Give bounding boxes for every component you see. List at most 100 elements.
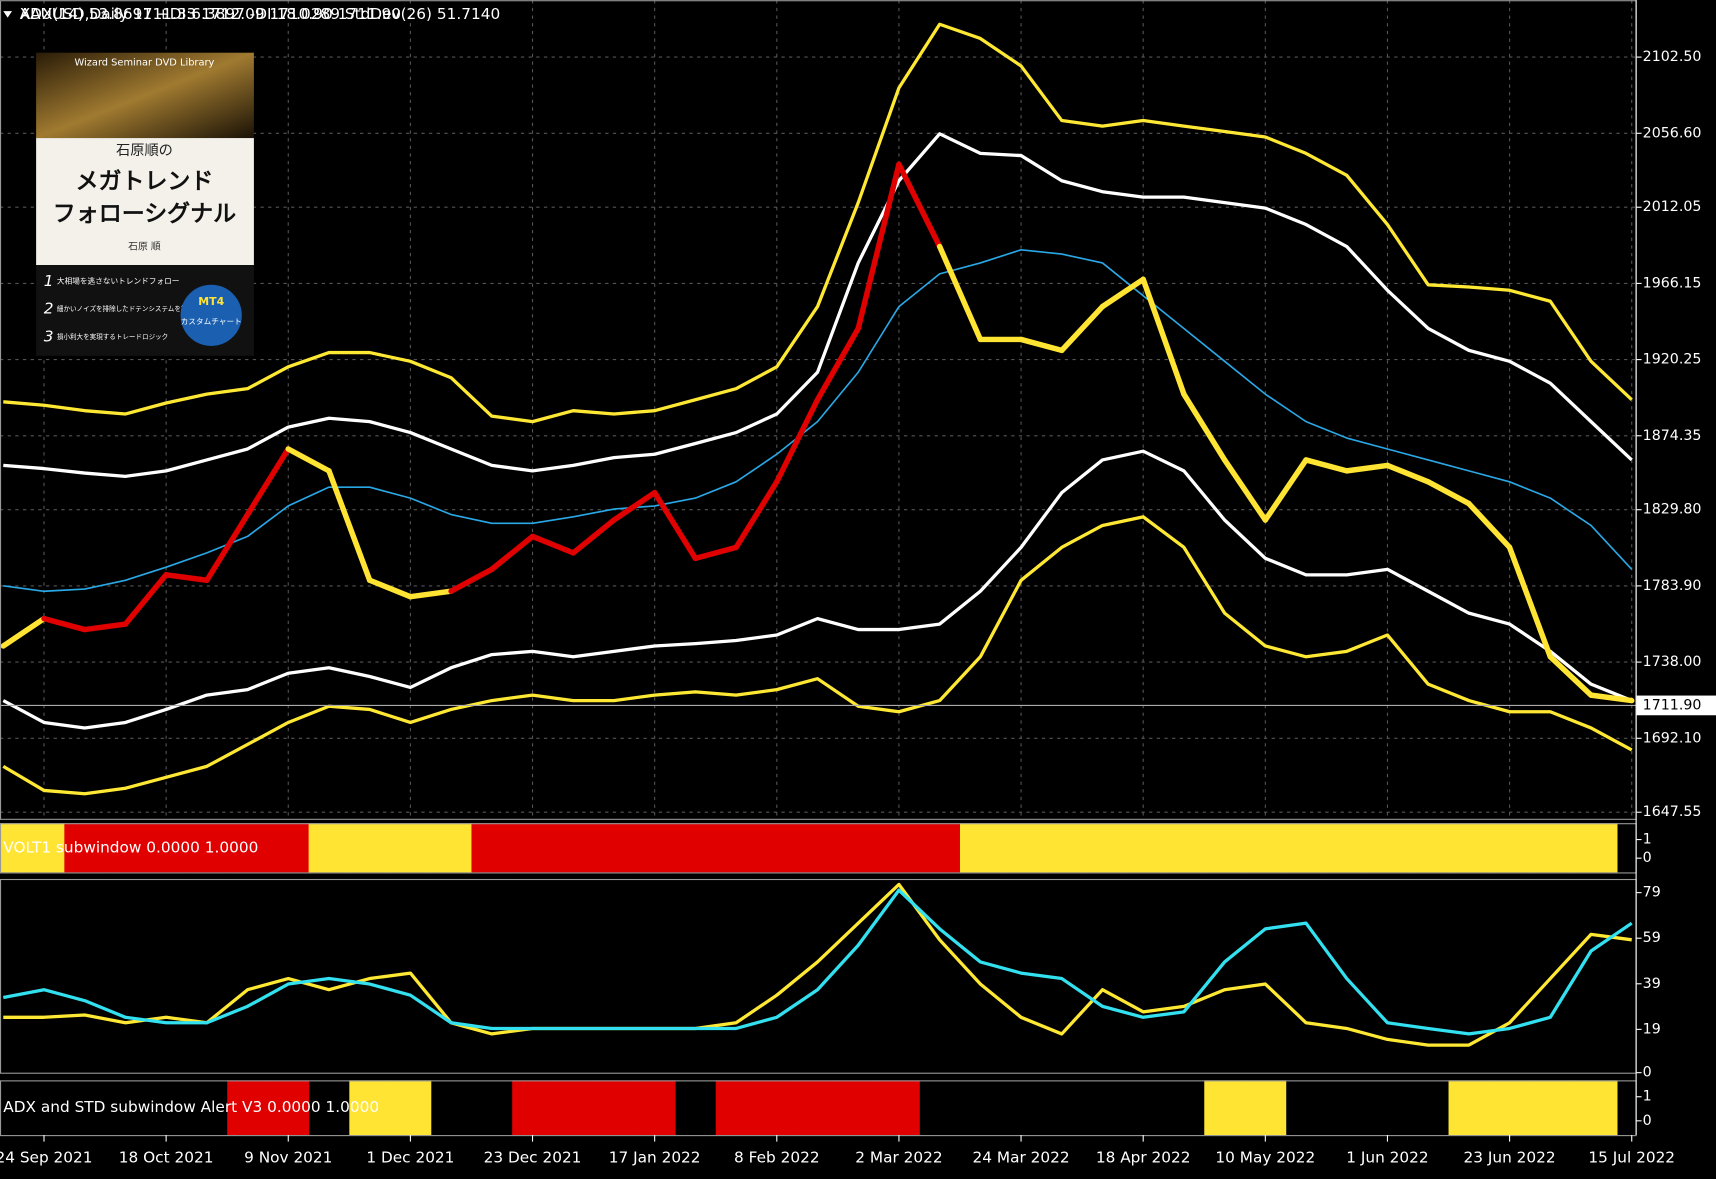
state-bar [1529, 823, 1572, 873]
price-segment [936, 243, 984, 343]
series-line [2, 449, 1633, 730]
price-segment [1466, 500, 1513, 551]
state-bar [1244, 1080, 1287, 1136]
state-bar [512, 823, 554, 873]
point-number: 3 [44, 328, 54, 346]
price-segment [733, 479, 780, 551]
state-bar [756, 1080, 798, 1136]
cover-panel [36, 138, 254, 266]
state-bar [471, 823, 513, 873]
y-tick-label: 1966.15 [1643, 275, 1702, 291]
state-bar [267, 1080, 310, 1136]
y-tick-label: 59 [1643, 930, 1661, 946]
state-bar [1611, 823, 1618, 873]
state-bar [267, 823, 310, 873]
x-tick-label: 24 Mar 2022 [973, 1149, 1070, 1167]
price-segment [814, 325, 861, 403]
state-bar [145, 823, 188, 873]
x-tick-label: 1 Jun 2022 [1346, 1149, 1428, 1167]
price-segment [774, 396, 821, 485]
y-tick-label: 1920.25 [1643, 352, 1702, 368]
price-segment [651, 489, 699, 562]
y-tick-label: 2012.05 [1643, 199, 1702, 215]
price-segment [285, 446, 332, 474]
series-line [3, 882, 1632, 1047]
price-segment [570, 517, 617, 556]
state-bar [1000, 823, 1042, 873]
price-segment [1059, 303, 1106, 354]
marks [0, 22, 1635, 1047]
menu-arrow [3, 11, 13, 18]
state-bar [797, 823, 839, 873]
price-segment [1425, 479, 1472, 507]
state-bar [1448, 823, 1490, 873]
badge-text: MT4 [198, 295, 224, 308]
y-tick-label: 2102.50 [1643, 49, 1702, 65]
state-bar [552, 1080, 595, 1136]
price-segment [41, 615, 88, 633]
state-bar [593, 823, 635, 873]
x-tick-label: 1 Dec 2021 [366, 1149, 454, 1167]
series-line [2, 515, 1633, 796]
point-text: 細かいノイズを排除したドテンシステムを採用 [57, 304, 194, 313]
price-segment [81, 621, 129, 633]
y-tick-label: 79 [1643, 885, 1661, 901]
panel-title: ADX(14) 53.8691 +DI:6.3897 -DI:18.0289 S… [20, 5, 501, 23]
state-bar [1529, 1080, 1572, 1136]
y-tick-label: 1874.35 [1643, 428, 1702, 444]
y-tick-label: 19 [1643, 1021, 1661, 1037]
state-bar [919, 823, 961, 873]
book-title: メガトレンド [76, 168, 214, 194]
price-segment [407, 588, 454, 600]
state-bar [1122, 823, 1165, 873]
price-segment [1303, 457, 1350, 474]
book-title: フォローシグナル [53, 200, 236, 227]
y-tick-label: 0 [1643, 1065, 1652, 1081]
panel-title: XAUUSD,Daily 1711.33 1712.09 1710.90 171… [20, 5, 401, 23]
price-segment [1547, 654, 1594, 698]
price-segment [1099, 276, 1146, 310]
price-segment [244, 446, 291, 518]
state-bar [1367, 823, 1409, 873]
state-bar [227, 1080, 269, 1136]
panel-title: VOLT1 subwindow 0.0000 1.0000 [3, 838, 258, 856]
state-bar [349, 1080, 391, 1136]
state-bar [512, 1080, 554, 1136]
state-bar [1407, 823, 1450, 873]
badge [180, 284, 242, 346]
state-bar [797, 1080, 839, 1136]
state-bar [837, 823, 880, 873]
y-tick-label: 2056.60 [1643, 125, 1702, 141]
state-bar [756, 823, 798, 873]
x-tick-label: 17 Jan 2022 [609, 1149, 701, 1167]
state-bar [1489, 1080, 1531, 1136]
state-bar [959, 823, 1002, 873]
state-bar [634, 823, 676, 873]
state-bar [308, 823, 350, 873]
point-number: 1 [44, 272, 54, 290]
state-bar [105, 823, 147, 873]
book-cover: Wizard Seminar DVD Library 石原順の メガトレンド フ… [36, 52, 254, 356]
state-bar [186, 823, 228, 873]
state-bar [878, 823, 920, 873]
state-bar [1570, 1080, 1612, 1136]
x-tick-label: 10 May 2022 [1215, 1149, 1315, 1167]
price-segment [489, 533, 536, 573]
state-bar [1326, 823, 1368, 873]
state-bar [715, 823, 757, 873]
price-segment [0, 615, 47, 649]
price-segment [1384, 462, 1431, 485]
x-tick-label: 18 Apr 2022 [1096, 1149, 1191, 1167]
state-bar [715, 1080, 757, 1136]
point-text: 大相場を逃さないトレンドフォロー [57, 275, 180, 285]
price-segment [611, 489, 658, 523]
state-bar [1244, 823, 1287, 873]
state-bar [23, 823, 65, 873]
book-author-line: 石原順の [116, 142, 173, 159]
x-tick-label: 9 Nov 2021 [244, 1149, 332, 1167]
state-bar [1041, 823, 1083, 873]
state-bar [64, 823, 106, 873]
state-bar [552, 823, 595, 873]
state-bar [430, 823, 473, 873]
